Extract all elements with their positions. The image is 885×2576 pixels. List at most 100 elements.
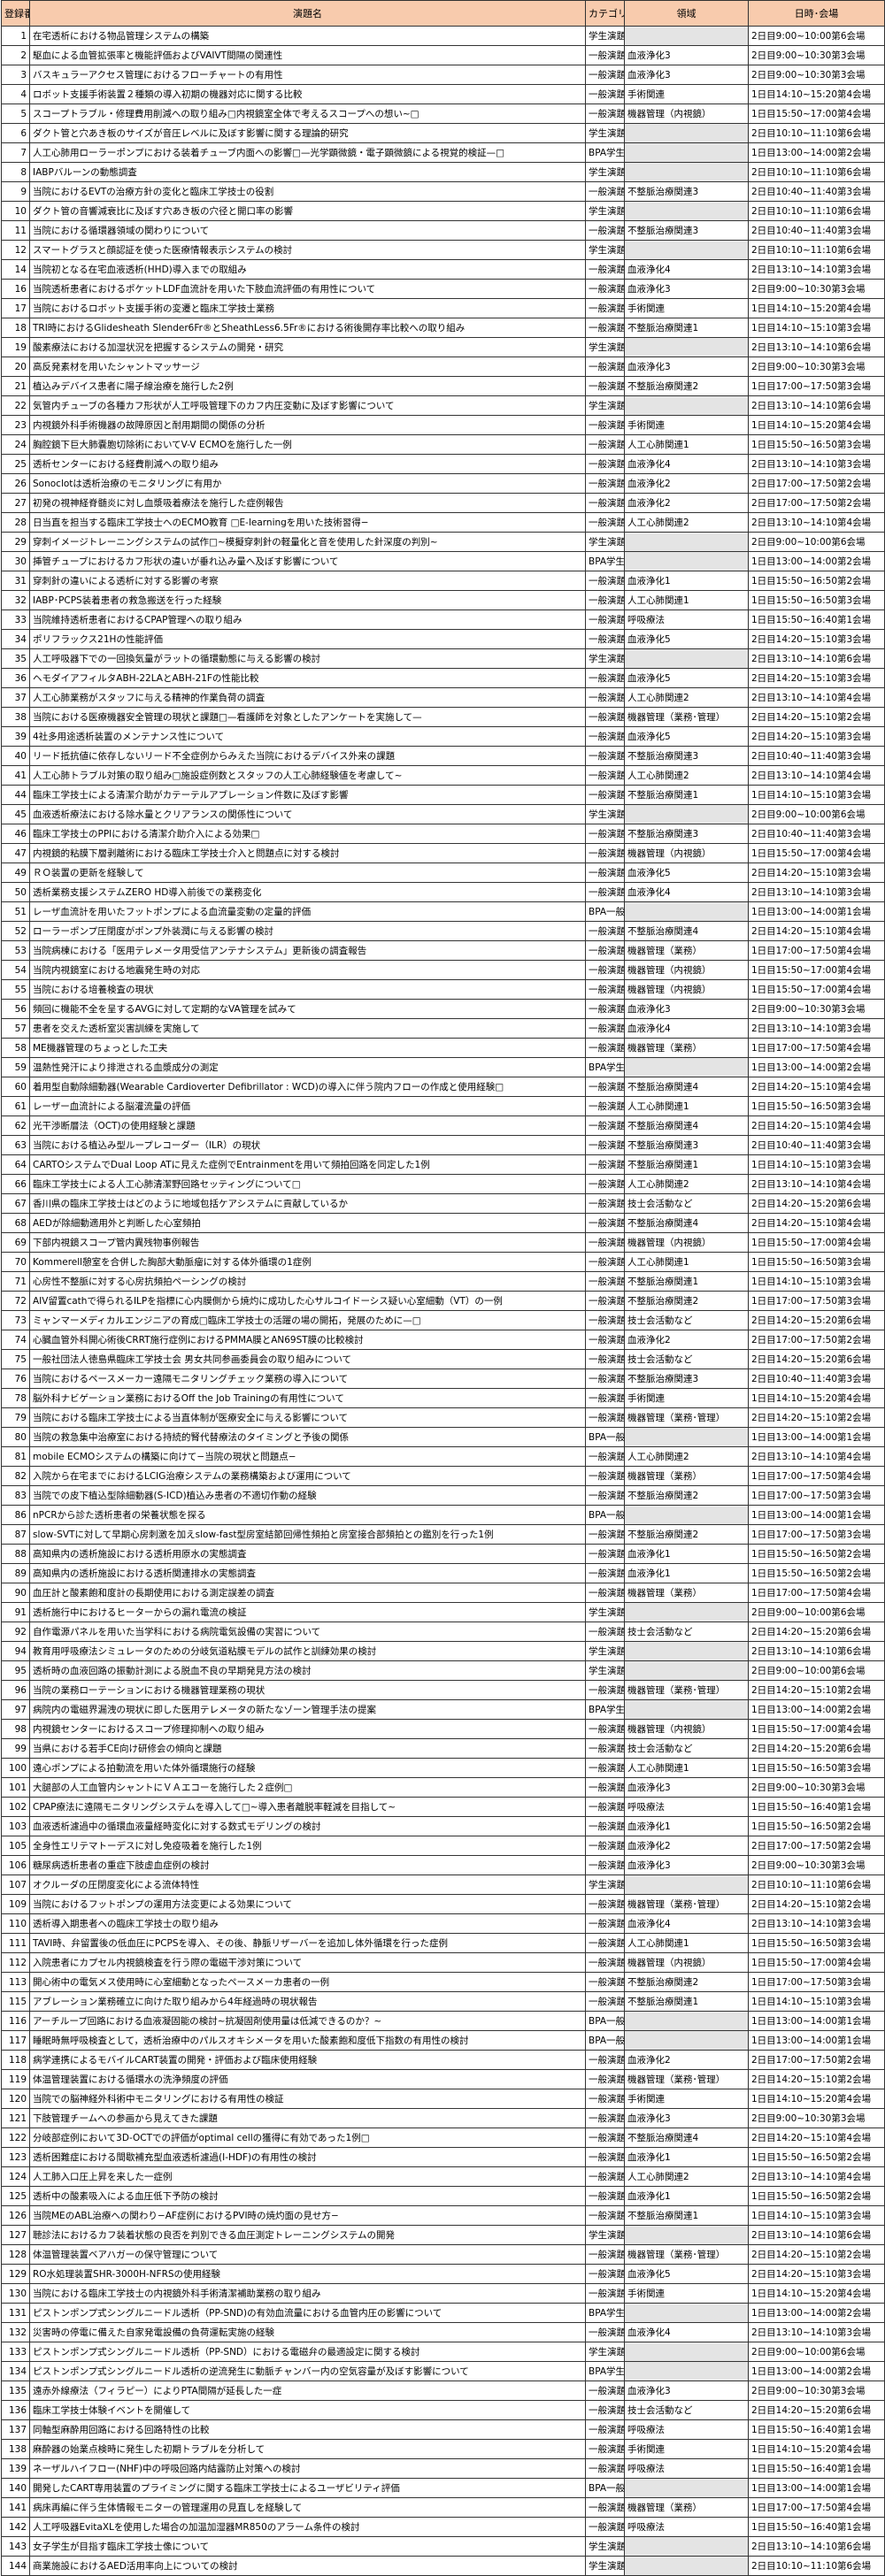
cell-number: 12	[1, 240, 30, 260]
cell-field	[624, 1660, 749, 1681]
cell-field: 血液浄化3	[624, 999, 749, 1019]
cell-field: 機器管理（内視鏡）	[624, 843, 749, 863]
table-row: 120 当院での脳神経外科術中モニタリングにおける有用性の検証 一般演題 手術関連 1日…	[1, 2089, 885, 2109]
cell-title: AEDが除細動適用外と判断した心室頻拍	[29, 1213, 586, 1233]
table-row: 45 血液透析療法における除水量とクリアランスの関係性について 学生演題 2日目9:0…	[1, 804, 885, 824]
table-row: 129 RO水処理装置SHR-3000H-NFRSの使用経験 一般演題 血液浄化5 2日…	[1, 2264, 885, 2284]
cell-category: 一般演題	[585, 1777, 625, 1798]
cell-category: 一般演題	[585, 1077, 625, 1097]
table-row: 38 当院における医療機器安全管理の現状と課題□—看護師を対象としたアンケートを実…	[1, 707, 885, 727]
table-row: 36 ヘモダイアフィルタABH-22LAとABH-21Fの性能比較 一般演題 血液浄化…	[1, 668, 885, 688]
cell-datetime: 1日目15:50~17:00第4会場	[748, 1719, 885, 1739]
cell-datetime: 2日目13:10~14:10第6会場	[748, 2536, 885, 2557]
cell-field: 機器管理（内視鏡）	[624, 1952, 749, 1973]
cell-datetime: 2日目13:10~14:10第6会場	[748, 2225, 885, 2245]
cell-number: 121	[1, 2108, 30, 2128]
cell-category: 一般演題	[585, 843, 625, 863]
table-row: 57 患者を交えた透析室災害訓練を実施して 一般演題 血液浄化4 2日目13:10~14…	[1, 1018, 885, 1039]
cell-field: 呼吸療法	[624, 1797, 749, 1817]
cell-number: 116	[1, 2011, 30, 2031]
cell-category: 学生演題	[585, 201, 625, 221]
cell-datetime: 2日目13:10~14:10第4会場	[748, 1174, 885, 1194]
cell-category: 一般演題	[585, 1524, 625, 1545]
cell-field: 血液浄化4	[624, 1913, 749, 1934]
cell-category: 学生演題	[585, 2536, 625, 2557]
cell-title: 挿管チューブにおけるカフ形状の違いが垂れ込み量へ及ぼす影響について	[29, 551, 586, 571]
cell-category: 一般演題	[585, 220, 625, 241]
cell-datetime: 1日目15:50~17:00第4会場	[748, 1232, 885, 1253]
cell-number: 97	[1, 1699, 30, 1720]
table-row: 53 当院病棟における「医用テレメータ用受信アンテナシステム」更新後の調査報告 一般…	[1, 940, 885, 961]
cell-field: 血液浄化5	[624, 668, 749, 688]
cell-field: 血液浄化5	[624, 2264, 749, 2284]
cell-number: 67	[1, 1193, 30, 1214]
cell-category: 一般演題	[585, 1836, 625, 1856]
cell-category: 一般演題	[585, 1252, 625, 1272]
cell-number: 138	[1, 2439, 30, 2459]
cell-field: 血液浄化3	[624, 1855, 749, 1875]
table-row: 103 血液透析濾過中の循環血液量経時変化に対する数式モデリングの検討 一般演題 血液…	[1, 1816, 885, 1836]
table-row: 94 教育用呼吸療法シミュレータのための分岐気道粘膜モデルの試作と訓練効果の検討学…	[1, 1641, 885, 1661]
cell-category: 一般演題	[585, 2517, 625, 2537]
cell-category: 学生演題	[585, 1874, 625, 1895]
table-row: 106 糖尿病透析患者の重症下肢虚血症例の検討 一般演題 血液浄化3 2日目9:00~1…	[1, 1855, 885, 1875]
cell-datetime: 2日目14:20~15:10第4会場	[748, 1116, 885, 1136]
cell-datetime: 2日目14:20~15:10第4会場	[748, 1077, 885, 1097]
table-row: 21 植込みデバイス患者に陽子線治療を施行した2例 一般演題 不整脈治療関連2 1日目1…	[1, 376, 885, 396]
cell-field: 血液浄化1	[624, 2186, 749, 2206]
cell-category: BPA学生	[585, 1699, 625, 1720]
cell-field: 人工心肺関連2	[624, 1446, 749, 1467]
cell-category: BPA学生	[585, 2361, 625, 2381]
cell-datetime: 2日目14:20~15:10第2会場	[748, 2069, 885, 2089]
cell-number: 52	[1, 921, 30, 941]
table-row: 6 ダクト管と穴あき板のサイズが音圧レベルに及ぼす影響に関する理論的研究 学生演題 2…	[1, 123, 885, 143]
cell-title: 同軸型麻酔用回路における回路特性の比較	[29, 2419, 586, 2440]
cell-title: 透析中の酸素吸入による血圧低下予防の検討	[29, 2186, 586, 2206]
cell-field	[624, 2303, 749, 2323]
cell-field: 技士会活動など	[624, 2400, 749, 2420]
cell-category: 学生演題	[585, 2556, 625, 2576]
cell-number: 89	[1, 1563, 30, 1583]
cell-field: 機器管理（業務･管理）	[624, 1407, 749, 1428]
cell-number: 54	[1, 960, 30, 980]
cell-category: 一般演題	[585, 862, 625, 883]
cell-title: 高知県内の透析施設における透析用原水の実態調査	[29, 1544, 586, 1564]
cell-datetime: 1日目17:00~17:50第3会場	[748, 1485, 885, 1506]
cell-category: BPA一般	[585, 2030, 625, 2051]
cell-title: 当院での脳神経外科術中モニタリングにおける有用性の検証	[29, 2089, 586, 2109]
cell-category: 一般演題	[585, 2205, 625, 2226]
table-row: 95 透析時の血液回路の振動計測による脱血不良の早期発見方法の検討 学生演題 2日目9…	[1, 1660, 885, 1681]
cell-category: 一般演題	[585, 1271, 625, 1292]
table-row: 31 穿刺針の違いによる透析に対する影響の考察 一般演題 血液浄化1 1日目15:50~…	[1, 571, 885, 591]
cell-category: 一般演題	[585, 629, 625, 649]
cell-title: 災害時の停電に備えた自家発電設備の負荷運転実施の経験	[29, 2322, 586, 2342]
cell-title: アブレーション業務確立に向けた取り組みから4年経過時の現状報告	[29, 1991, 586, 2012]
cell-number: 27	[1, 493, 30, 513]
cell-category: BPA学生	[585, 2303, 625, 2323]
cell-category: 一般演題	[585, 2166, 625, 2187]
cell-field: 手術関連	[624, 2089, 749, 2109]
table-row: 87 slow-SVTに対して早期心房刺激を加えslow-fast型房室結節回帰性…	[1, 1524, 885, 1545]
header-title: 演題名	[29, 0, 586, 27]
cell-number: 143	[1, 2536, 30, 2557]
cell-field: 不整脈治療関連1	[624, 1271, 749, 1292]
cell-title: 臨床工学技士のPPIにおける清潔介助介入による効果□	[29, 824, 586, 844]
cell-field: 機器管理（業務）	[624, 2497, 749, 2518]
cell-category: 一般演題	[585, 1388, 625, 1408]
header-field: 領域	[624, 0, 749, 27]
cell-title: 高知県内の透析施設における透析関連排水の実態調査	[29, 1563, 586, 1583]
table-row: 82 入院から在宅までにおけるLCIG治療システムの業務構築および運用について 一般…	[1, 1466, 885, 1486]
cell-number: 91	[1, 1602, 30, 1622]
cell-category: 一般演題	[585, 1913, 625, 1934]
cell-datetime: 1日目14:10~15:10第3会場	[748, 1271, 885, 1292]
table-row: 26 Sonoclotは透析治療のモニタリングに有用か 一般演題 血液浄化2 2日目17…	[1, 473, 885, 494]
cell-datetime: 2日目17:00~17:50第2会場	[748, 1330, 885, 1350]
cell-category: 一般演題	[585, 298, 625, 318]
table-row: 115 アブレーション業務確立に向けた取り組みから4年経過時の現状報告 一般演題 不整…	[1, 1991, 885, 2012]
table-row: 78 脳外科ナビゲーション業務におけるOff the Job Trainingの有…	[1, 1388, 885, 1408]
cell-title: 当院透析患者におけるポケットLDF血流計を用いた下肢血流評価の有用性について	[29, 279, 586, 299]
cell-datetime: 2日目14:20~15:10第3会場	[748, 629, 885, 649]
cell-field: 技士会活動など	[624, 1349, 749, 1369]
table-row: 98 内視鏡センターにおけるスコープ修理抑制への取り組み 一般演題 機器管理（内視鏡）…	[1, 1719, 885, 1739]
cell-number: 63	[1, 1135, 30, 1155]
